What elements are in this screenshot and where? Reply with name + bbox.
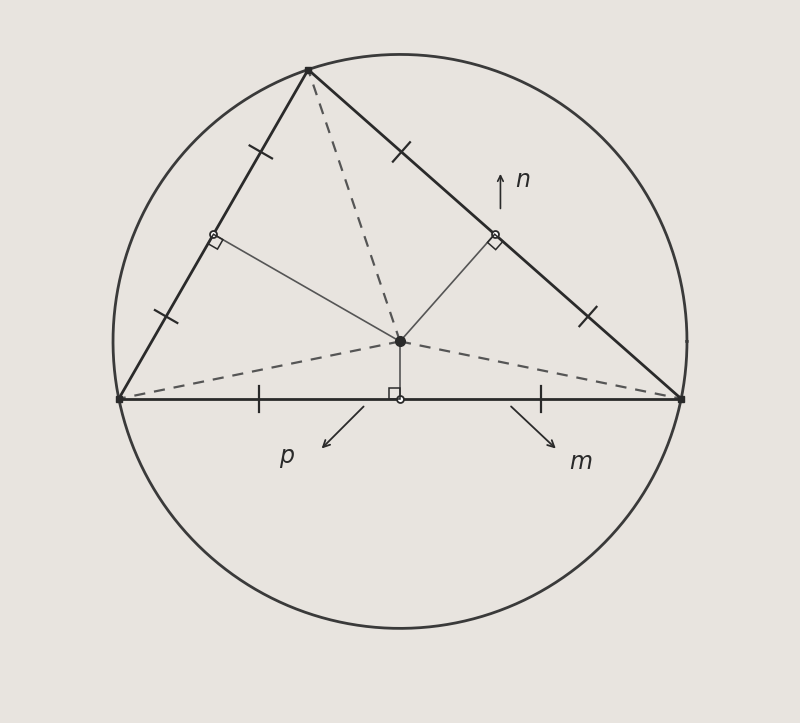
Text: p: p	[279, 444, 294, 469]
Text: n: n	[514, 168, 530, 192]
Text: m: m	[570, 450, 592, 474]
